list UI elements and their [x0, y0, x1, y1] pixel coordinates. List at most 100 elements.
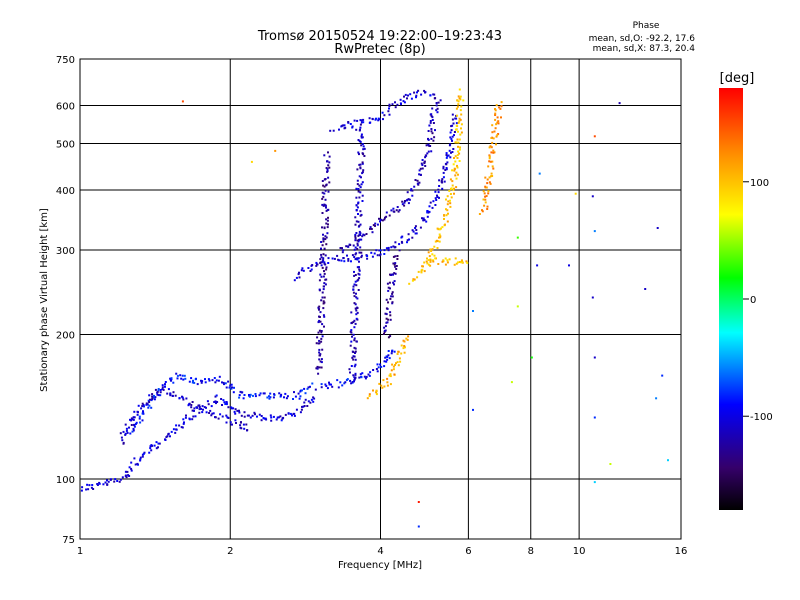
data-point	[172, 428, 175, 431]
data-point	[200, 381, 203, 384]
data-point	[389, 314, 392, 317]
data-point	[179, 374, 182, 377]
data-point	[323, 192, 326, 195]
data-point	[436, 111, 439, 114]
data-point	[353, 283, 356, 286]
data-point	[321, 203, 324, 206]
data-point	[351, 125, 354, 128]
data-point	[327, 257, 330, 260]
data-point	[352, 355, 355, 358]
data-point	[356, 179, 359, 182]
data-point	[388, 113, 391, 116]
data-point	[402, 100, 405, 103]
data-point	[429, 259, 432, 262]
data-point	[328, 181, 331, 184]
data-point	[478, 213, 481, 215]
data-point	[413, 278, 416, 281]
data-point	[139, 458, 142, 461]
data-point	[482, 190, 485, 193]
data-point	[488, 157, 491, 160]
data-point	[362, 148, 365, 151]
data-point	[343, 124, 346, 127]
data-point	[379, 249, 382, 252]
data-point	[372, 389, 374, 392]
data-point	[434, 190, 437, 193]
y-tick-label: 75	[62, 535, 75, 546]
data-point	[187, 404, 190, 407]
data-point	[404, 93, 407, 96]
data-point	[360, 256, 363, 259]
data-point	[451, 139, 453, 142]
data-point	[438, 233, 441, 236]
data-point	[355, 284, 358, 287]
data-point	[358, 153, 360, 156]
data-point	[403, 201, 406, 204]
data-point	[399, 98, 402, 101]
data-point	[360, 144, 363, 147]
data-point	[433, 93, 436, 96]
data-point	[323, 285, 325, 288]
data-point	[431, 119, 434, 121]
data-point	[280, 419, 283, 422]
data-point	[370, 251, 373, 254]
data-point	[150, 406, 153, 409]
data-point	[457, 150, 460, 153]
data-point	[157, 389, 160, 392]
data-point	[431, 248, 434, 251]
data-point	[304, 392, 307, 395]
data-point	[130, 424, 133, 426]
x-tick-label: 6	[465, 546, 471, 557]
data-point	[372, 369, 375, 371]
data-point	[530, 356, 533, 359]
data-point	[388, 214, 391, 217]
data-point	[293, 414, 296, 417]
y-axis-label: Stationary phase Virtual Height [km]	[39, 208, 50, 392]
data-point	[451, 169, 454, 172]
data-point	[190, 377, 193, 380]
data-point	[150, 444, 153, 447]
data-point	[497, 120, 500, 123]
data-point	[318, 354, 321, 357]
data-point	[353, 256, 356, 258]
data-point	[456, 99, 459, 102]
data-point	[423, 219, 426, 221]
data-point	[377, 117, 380, 120]
data-point	[400, 344, 403, 347]
data-point	[176, 374, 179, 377]
data-point	[172, 381, 175, 384]
data-point	[355, 232, 358, 234]
data-point	[86, 483, 89, 486]
data-point	[410, 189, 412, 192]
data-point	[203, 406, 206, 409]
data-point	[362, 233, 365, 236]
data-point	[269, 392, 272, 395]
data-point	[239, 390, 242, 393]
data-point	[321, 212, 324, 214]
data-point	[430, 113, 433, 116]
data-point	[392, 207, 395, 210]
data-point	[460, 127, 462, 130]
data-point	[258, 394, 261, 397]
data-point	[488, 181, 491, 184]
data-point	[320, 386, 323, 389]
data-point	[487, 192, 490, 195]
data-point	[458, 117, 461, 120]
data-point	[324, 383, 327, 386]
data-point	[320, 361, 323, 364]
data-point	[452, 188, 455, 191]
data-point	[158, 442, 161, 445]
phase-line-x: mean, sd,X: 87.3, 20.4	[593, 44, 696, 54]
data-point	[107, 480, 110, 483]
data-point	[356, 239, 359, 242]
data-point	[221, 404, 223, 406]
data-point	[285, 397, 288, 400]
data-point	[424, 156, 427, 159]
data-point	[396, 206, 399, 208]
data-point	[451, 135, 454, 138]
data-point	[457, 103, 460, 106]
data-point	[391, 291, 394, 294]
data-point	[460, 113, 463, 116]
data-point	[486, 208, 489, 210]
data-point	[321, 191, 324, 194]
data-point	[235, 422, 237, 424]
